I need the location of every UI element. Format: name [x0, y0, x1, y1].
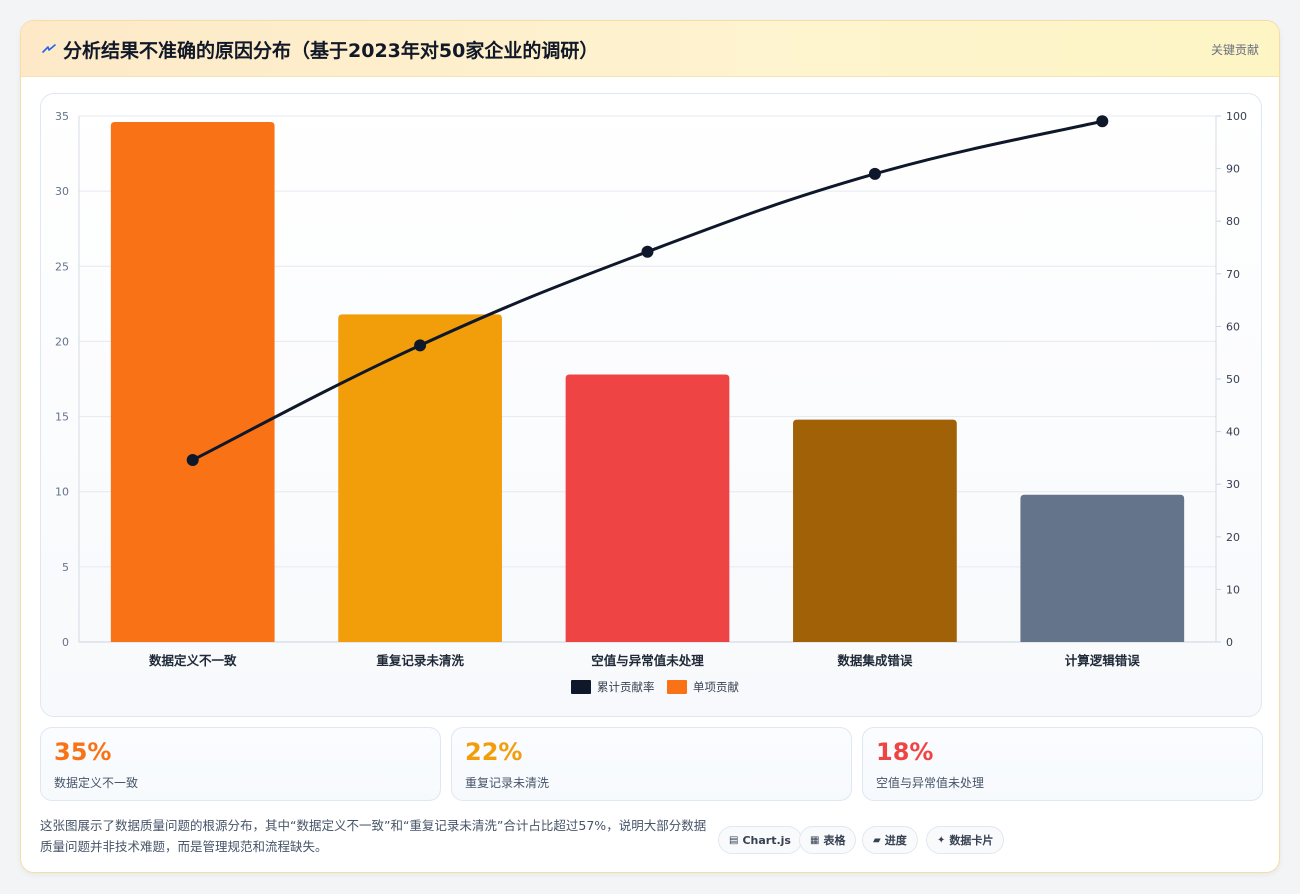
legend-swatch: [571, 680, 591, 694]
y-left-tick-label: 25: [55, 260, 69, 273]
x-tick-label: 数据定义不一致: [148, 653, 237, 668]
chip-table[interactable]: ▦ 表格: [799, 826, 857, 854]
x-tick-label: 重复记录未清洗: [376, 653, 464, 668]
card-header: 分析结果不准确的原因分布（基于2023年对50家企业的调研） 关键贡献: [21, 21, 1279, 77]
stat-cards: 35% 数据定义不一致 22% 重复记录未清洗 18% 空值与异常值未处理: [40, 727, 1263, 801]
y-left-tick-label: 15: [55, 411, 69, 424]
y-right-tick-label: 100: [1226, 110, 1247, 123]
y-right-tick-label: 30: [1226, 478, 1240, 491]
y-left-tick-label: 5: [62, 561, 69, 574]
y-right-tick-label: 10: [1226, 583, 1240, 596]
chip-label: 表格: [823, 834, 846, 847]
bar: [110, 122, 275, 643]
y-left-tick-label: 20: [55, 335, 69, 348]
stat-card: 22% 重复记录未清洗: [451, 727, 852, 801]
chart-card: 分析结果不准确的原因分布（基于2023年对50家企业的调研） 关键贡献 0 5 10…: [20, 20, 1280, 873]
y-right-tick-label: 20: [1226, 531, 1240, 544]
cumulative-point: [186, 454, 199, 467]
cumulative-point: [868, 167, 881, 180]
table-icon: ▦: [810, 834, 820, 846]
progress-icon: ▰: [873, 834, 881, 846]
x-tick-label: 数据集成错误: [836, 653, 913, 668]
stat-label: 空值与异常值未处理: [876, 776, 985, 790]
sparkle-icon: ✦: [937, 834, 946, 846]
chip-label: 数据卡片: [949, 834, 994, 847]
chip-data-card[interactable]: ✦ 数据卡片: [926, 826, 1005, 854]
stat-label: 重复记录未清洗: [465, 776, 550, 790]
bar: [338, 314, 502, 642]
y-left-tick-label: 0: [62, 636, 69, 649]
y-right-tick-label: 60: [1226, 320, 1240, 333]
y-right-tick-label: 80: [1226, 215, 1240, 228]
lightning-icon: [42, 44, 56, 53]
x-tick-label: 计算逻辑错误: [1065, 653, 1141, 668]
y-right-tick-label: 40: [1226, 426, 1240, 439]
stat-value: 35%: [54, 738, 112, 766]
cumulative-point: [1096, 115, 1109, 128]
chart-area: 0 5 10 15 20 25 30 35 0 10 20 30 40 50 60 70 80 90 100 数据定义…: [40, 93, 1262, 717]
stat-value: 22%: [465, 738, 523, 766]
chip-progress[interactable]: ▰ 进度: [862, 826, 918, 854]
key-contribution-tag: 关键贡献: [1210, 43, 1259, 57]
y-right-tick-label: 0: [1226, 636, 1233, 649]
bar: [1020, 494, 1185, 642]
cumulative-point: [641, 245, 654, 258]
chip-chartjs[interactable]: ▤ Chart.js: [718, 826, 802, 854]
legend-swatch: [667, 680, 687, 694]
stat-label: 数据定义不一致: [54, 776, 139, 790]
legend-label: 累计贡献率: [597, 680, 655, 694]
y-right-tick-label: 70: [1226, 268, 1240, 281]
chart-description: 这张图展示了数据质量问题的根源分布，其中“数据定义不一致”和“重复记录未清洗”合…: [40, 818, 707, 854]
cumulative-point: [414, 339, 427, 352]
stat-card: 35% 数据定义不一致: [40, 727, 441, 801]
stat-card: 18% 空值与异常值未处理: [862, 727, 1263, 801]
chip-label: Chart.js: [742, 833, 791, 847]
chart-icon: ▤: [729, 834, 739, 846]
pareto-chart: 0 5 10 15 20 25 30 35 0 10 20 30 40 50 60 70 80 90 100 数据定义…: [55, 110, 1247, 694]
legend-label: 单项贡献: [693, 680, 739, 694]
y-right-tick-label: 50: [1226, 373, 1240, 386]
stat-value: 18%: [876, 738, 934, 766]
bar: [793, 419, 957, 642]
x-tick-label: 空值与异常值未处理: [591, 653, 704, 668]
bar: [565, 374, 730, 642]
y-left-tick-label: 30: [55, 185, 69, 198]
y-left-tick-label: 35: [55, 110, 69, 123]
y-left-tick-label: 10: [55, 486, 69, 499]
chart-title: 分析结果不准确的原因分布（基于2023年对50家企业的调研）: [63, 40, 599, 62]
y-right-tick-label: 90: [1226, 163, 1240, 176]
chip-label: 进度: [884, 834, 907, 847]
